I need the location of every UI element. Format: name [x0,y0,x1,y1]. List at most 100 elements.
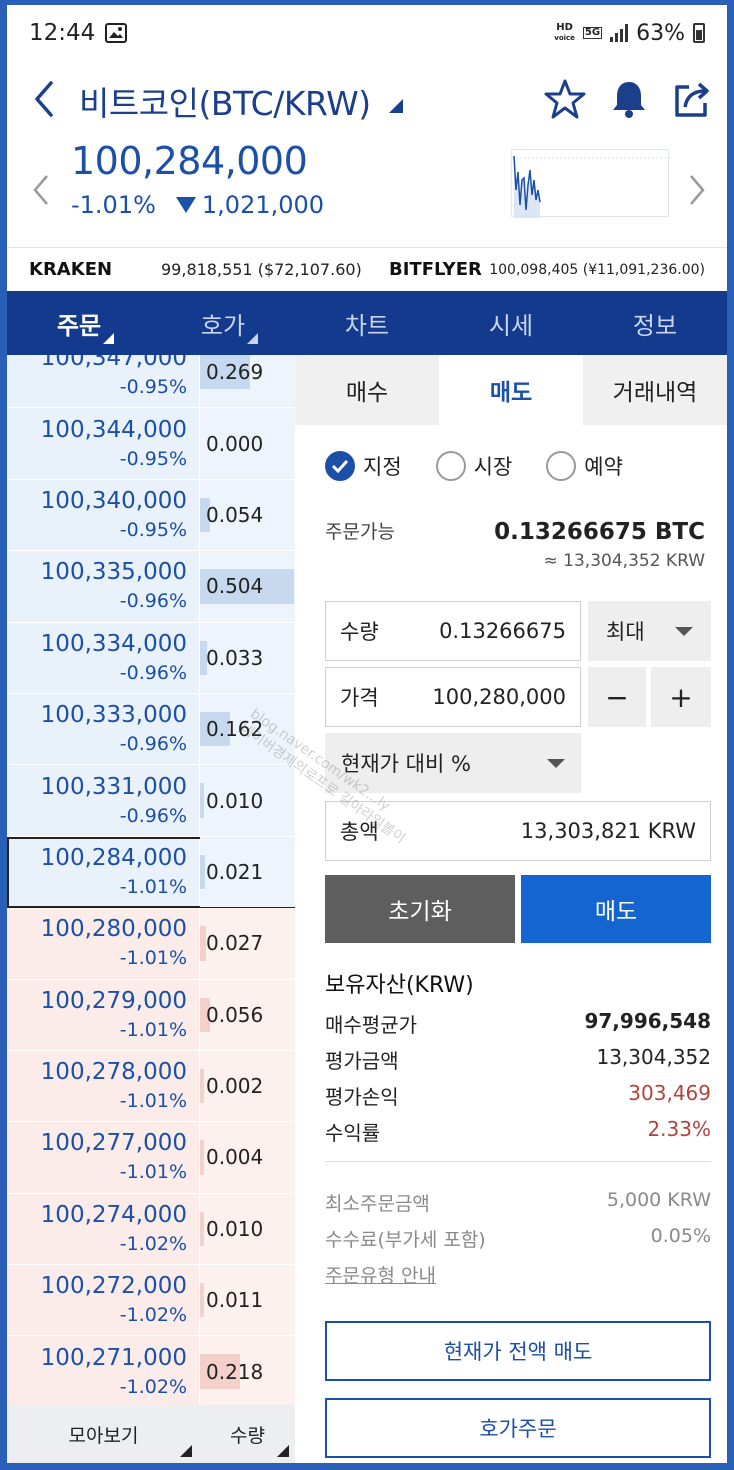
sell-button[interactable]: 매도 [521,875,711,943]
bell-icon[interactable] [607,77,651,121]
tab-buy[interactable]: 매수 [345,380,389,406]
price-cell[interactable]: 100,333,000 -0.96% [7,693,200,765]
quantity-cell[interactable]: 0.054 [200,479,295,551]
quantity-cell[interactable]: 0.011 [200,1265,295,1336]
price-cell[interactable]: 100,280,000 -1.01% [7,908,200,979]
ask-row[interactable]: 100,347,000 -0.95% 0.269 [7,355,295,409]
ask-row[interactable]: 100,340,000 -0.95% 0.054 [7,479,295,552]
tab-quote[interactable]: 호가 [151,291,295,355]
radio-reserve[interactable]: 예약 [546,451,623,481]
quantity-field[interactable]: 수량 0.13266675 [325,601,581,661]
share-icon[interactable] [671,77,715,121]
tab-market[interactable]: 시세 [488,311,534,340]
price-cell[interactable]: 100,279,000 -1.01% [7,979,200,1050]
row-quantity: 0.011 [206,1288,264,1313]
ask-row[interactable]: 100,333,000 -0.96% 0.162 [7,693,295,766]
price-cell[interactable]: 100,331,000 -0.96% [7,765,200,836]
bid-row[interactable]: 100,280,000 -1.01% 0.027 [7,908,295,980]
price-cell[interactable]: 100,272,000 -1.02% [7,1265,200,1336]
row-change: -1.02% [119,1232,187,1255]
quantity-cell[interactable]: 0.010 [200,765,295,836]
exchange-value: 99,818,551 ($72,107.60) [161,260,362,279]
max-dropdown[interactable]: 최대 [588,601,711,661]
row-quantity: 0.504 [206,574,264,599]
price-cell[interactable]: 100,344,000 -0.95% [7,408,200,479]
row-price: 100,335,000 [40,559,187,586]
bid-row[interactable]: 100,272,000 -1.02% 0.011 [7,1265,295,1337]
quantity-cell[interactable]: 0.269 [200,355,295,408]
main-tabs: 주문 호가 차트 시세 정보 [7,291,727,355]
price-cell[interactable]: 100,340,000 -0.95% [7,479,200,551]
bid-row[interactable]: 100,278,000 -1.01% 0.002 [7,1050,295,1123]
quantity-cell[interactable]: 0.000 [200,408,295,479]
available-label: 주문가능 [325,521,395,543]
tab-chart[interactable]: 차트 [344,311,390,340]
ask-row[interactable]: 100,331,000 -0.96% 0.010 [7,765,295,837]
quantity-cell[interactable]: 0.033 [200,622,295,693]
price-cell[interactable]: 100,277,000 -1.01% [7,1122,200,1193]
row-quantity: 0.054 [206,502,264,527]
status-bar: 12:44 HD voice 5G 63% [7,5,727,61]
row-price: 100,271,000 [40,1344,187,1371]
quantity-cell[interactable]: 0.027 [200,908,295,979]
ask-row[interactable]: 100,344,000 -0.95% 0.000 [7,408,295,480]
quote-order-button[interactable]: 호가주문 [325,1398,711,1458]
price-field[interactable]: 가격 100,280,000 [325,667,581,727]
percent-select[interactable]: 현재가 대비 % [325,733,581,793]
quantity-cell[interactable]: 0.004 [200,1122,295,1193]
group-view-button[interactable]: 모아보기 [7,1405,200,1463]
next-coin-icon[interactable] [687,173,707,207]
quantity-cell[interactable]: 0.021 [200,836,295,908]
bid-row[interactable]: 100,277,000 -1.01% 0.004 [7,1122,295,1194]
tab-order[interactable]: 주문 [7,291,151,355]
price-cell[interactable]: 100,334,000 -0.96% [7,622,200,693]
tab-history[interactable]: 거래내역 [612,380,698,406]
exchange-value: 100,098,405 (¥11,091,236.00) [489,261,705,278]
bid-row[interactable]: 100,274,000 -1.02% 0.010 [7,1193,295,1266]
page-title[interactable]: 비트코인(BTC/KRW) [79,84,371,123]
holding-return-rate: 수익률 2.33% [325,1117,711,1145]
row-change: -1.01% [119,1090,187,1113]
reset-button[interactable]: 초기화 [325,875,515,943]
back-arrow-icon[interactable] [29,79,59,119]
bid-row[interactable]: 100,271,000 -1.02% 0.218 [7,1336,295,1405]
price-cell[interactable]: 100,284,000 -1.01% [7,836,200,908]
title-dropdown-icon[interactable] [389,99,403,113]
price-cell[interactable]: 100,271,000 -1.02% [7,1336,200,1405]
quantity-toggle-button[interactable]: 수량 [200,1405,295,1463]
ask-row[interactable]: 100,335,000 -0.96% 0.504 [7,551,295,623]
total-field[interactable]: 총액 13,303,821 KRW [325,801,711,861]
tab-sell[interactable]: 매도 [439,355,583,425]
quantity-cell[interactable]: 0.002 [200,1050,295,1122]
dropdown-corner-icon [277,1445,289,1457]
price-change: -1.01% 1,021,000 [71,191,324,219]
price-decrease-button[interactable]: − [588,667,646,727]
sell-all-at-market-button[interactable]: 현재가 전액 매도 [325,1321,711,1381]
quantity-cell[interactable]: 0.218 [200,1336,295,1405]
exchange-name: BITFLYER [389,259,482,280]
star-icon[interactable] [543,77,587,121]
price-increase-button[interactable]: + [651,667,711,727]
battery-icon [693,23,705,43]
mini-price-chart[interactable] [511,149,670,218]
price-cell[interactable]: 100,274,000 -1.02% [7,1193,200,1265]
price-cell[interactable]: 100,278,000 -1.01% [7,1050,200,1122]
quantity-cell[interactable]: 0.504 [200,551,295,622]
radio-limit[interactable]: 지정 [325,451,402,481]
quantity-cell[interactable]: 0.010 [200,1193,295,1265]
tab-info[interactable]: 정보 [632,311,678,340]
row-change: -1.01% [119,947,187,970]
price-cell[interactable]: 100,347,000 -0.95% [7,355,200,408]
order-type-guide-link[interactable]: 주문유형 안내 [325,1265,436,1287]
prev-coin-icon[interactable] [31,173,51,207]
radio-circle-icon [546,451,577,481]
price-cell[interactable]: 100,335,000 -0.96% [7,551,200,622]
quantity-bar [200,569,294,604]
bid-row[interactable]: 100,279,000 -1.01% 0.056 [7,979,295,1051]
ask-row[interactable]: 100,334,000 -0.96% 0.033 [7,622,295,694]
signal-icon [610,24,629,42]
radio-market[interactable]: 시장 [435,451,512,481]
quantity-cell[interactable]: 0.162 [200,693,295,765]
ask-row[interactable]: 100,284,000 -1.01% 0.021 [7,836,295,909]
quantity-cell[interactable]: 0.056 [200,979,295,1050]
